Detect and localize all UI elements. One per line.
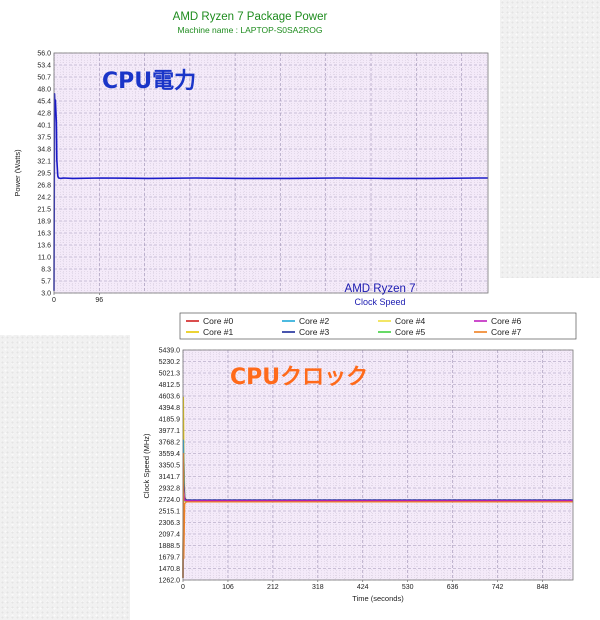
x-tick-label: 106 [222, 584, 234, 591]
clock-chart-subtitle: Clock Speed [354, 297, 405, 307]
y-tick-label: 1679.7 [159, 555, 181, 562]
y-tick-label: 34.8 [37, 147, 51, 154]
x-tick-label: 96 [95, 297, 103, 304]
cpu-clock-overlay-label: CPUクロック [230, 365, 368, 390]
y-tick-label: 3559.4 [159, 451, 181, 458]
legend-entry: Core #3 [299, 327, 330, 337]
y-tick-label: 26.8 [37, 183, 51, 190]
clock-chart-title: AMD Ryzen 7 [345, 283, 416, 295]
clock-x-axis-label: Time (seconds) [352, 594, 404, 603]
y-tick-label: 56.0 [37, 51, 51, 58]
clock-chart-plot: 5439.0 5230.2 5021.3 4812.5 4603.6 4394.8 4185… [159, 348, 574, 591]
legend-entry: Core #2 [299, 316, 330, 326]
y-tick-label: 11.0 [38, 255, 51, 262]
power-chart-plot: 56.0 53.4 50.7 48.0 45.4 42.8 40.1 37.5 34.8 32.1… [37, 51, 489, 304]
legend-entry: Core #4 [395, 316, 426, 326]
x-tick-label: 318 [312, 584, 324, 591]
y-tick-label: 4812.5 [159, 382, 181, 389]
legend-box [179, 312, 577, 340]
y-tick-label: 42.8 [37, 111, 51, 118]
y-tick-label: 5439.0 [159, 348, 181, 355]
y-tick-label: 4394.8 [159, 405, 181, 412]
y-tick-label: 4603.6 [159, 394, 181, 401]
y-tick-label: 40.1 [37, 123, 51, 130]
y-tick-label: 21.5 [37, 207, 51, 214]
y-tick-label: 2306.3 [159, 520, 181, 527]
y-tick-label: 1470.8 [159, 566, 181, 573]
y-tick-label: 3977.1 [159, 428, 181, 435]
clock-y-axis-label: Clock Speed (MHz) [142, 433, 151, 499]
x-tick-label: 0 [181, 584, 185, 591]
y-tick-label: 18.9 [37, 219, 51, 226]
y-tick-label: 24.2 [37, 195, 51, 202]
y-tick-label: 3350.5 [159, 463, 181, 470]
series-line-0 [53, 93, 488, 291]
y-tick-label: 16.3 [37, 231, 51, 238]
y-tick-label: 2724.0 [159, 497, 181, 504]
y-tick-label: 29.5 [37, 171, 51, 178]
y-tick-label: 45.4 [37, 99, 51, 106]
y-tick-label: 1262.0 [159, 578, 181, 585]
legend-entry: Core #6 [491, 316, 522, 326]
x-tick-label: 530 [402, 584, 414, 591]
y-tick-label: 5230.2 [159, 359, 181, 366]
y-tick-label: 2932.8 [159, 486, 181, 493]
x-tick-label: 742 [492, 584, 504, 591]
x-tick-label: 636 [447, 584, 459, 591]
power-chart-subtitle: Machine name : LAPTOP-S0SA2ROG [178, 25, 323, 35]
x-tick-label: 0 [52, 297, 56, 304]
y-tick-label: 8.3 [41, 267, 51, 274]
legend-entry: Core #5 [395, 327, 426, 337]
plot-frame [182, 349, 574, 581]
y-tick-label: 4185.9 [159, 417, 181, 424]
y-tick-label: 5021.3 [159, 371, 181, 378]
x-tick-label: 212 [267, 584, 279, 591]
legend-entry: Core #0 [203, 316, 234, 326]
y-tick-label: 37.5 [37, 135, 51, 142]
x-tick-label: 848 [537, 584, 549, 591]
y-tick-label: 3.0 [41, 291, 51, 298]
y-tick-label: 2515.1 [159, 509, 181, 516]
y-tick-label: 3141.7 [159, 474, 181, 481]
y-tick-label: 5.7 [41, 279, 51, 286]
plot-frame [53, 52, 489, 294]
y-tick-label: 53.4 [37, 63, 51, 70]
power-chart-title: AMD Ryzen 7 Package Power [173, 11, 328, 23]
x-tick-label: 424 [357, 584, 369, 591]
legend-entry: Core #1 [203, 327, 234, 337]
y-tick-label: 2097.4 [159, 532, 181, 539]
power-y-axis-label: Power (Watts) [13, 149, 22, 197]
y-tick-label: 13.6 [37, 243, 51, 250]
y-tick-label: 50.7 [37, 75, 51, 82]
legend-entry: Core #7 [491, 327, 522, 337]
y-tick-label: 1888.5 [159, 543, 181, 550]
cpu-power-overlay-label: CPU電力 [102, 69, 196, 94]
y-tick-label: 32.1 [37, 159, 51, 166]
y-tick-label: 3768.2 [159, 440, 181, 447]
y-tick-label: 48.0 [37, 87, 51, 94]
